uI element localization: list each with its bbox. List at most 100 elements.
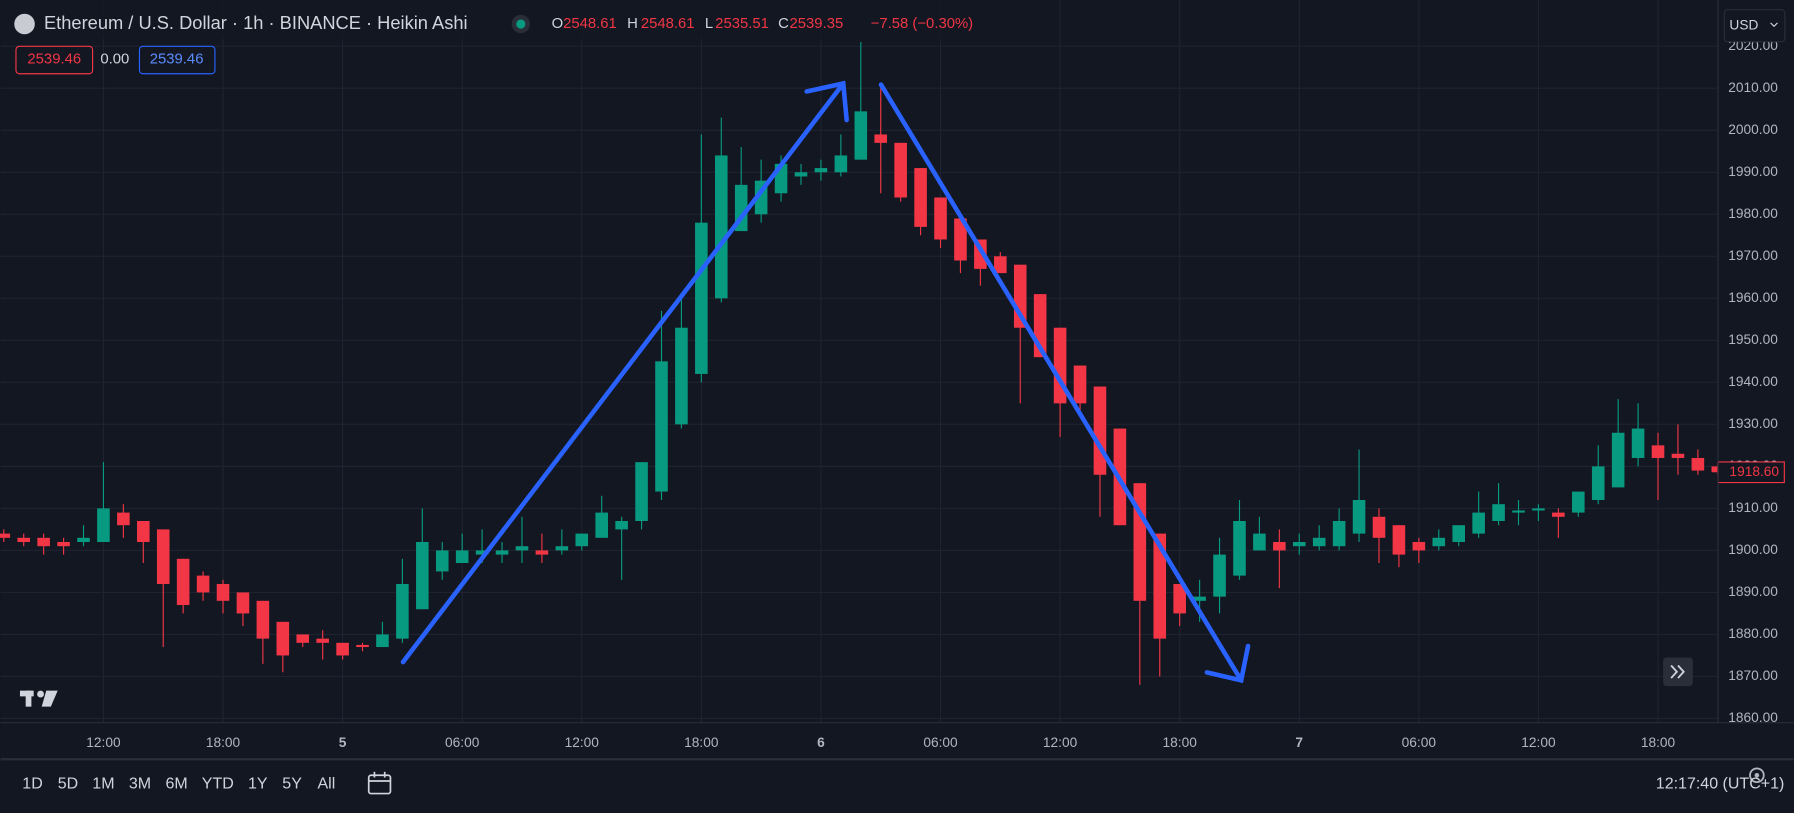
y-tick-label: 1900.00 xyxy=(1728,542,1778,557)
candle-body xyxy=(296,634,310,643)
y-tick-label: 1960.00 xyxy=(1728,290,1778,305)
y-tick-label: 1860.00 xyxy=(1728,710,1778,725)
candle-body xyxy=(97,508,110,542)
scroll-icon xyxy=(1677,664,1685,679)
candle-body xyxy=(515,546,529,551)
plot-area xyxy=(0,0,1725,723)
y-tick-label: 1880.00 xyxy=(1728,626,1778,641)
x-tick-label: 06:00 xyxy=(923,735,958,750)
currency-button[interactable] xyxy=(1723,9,1786,43)
y-tick-label: 1940.00 xyxy=(1728,374,1778,389)
candle-body xyxy=(416,542,429,610)
candle-body xyxy=(1273,542,1286,551)
settings-icon[interactable] xyxy=(1749,767,1765,784)
candle-body xyxy=(1193,596,1206,601)
candle-body xyxy=(1532,508,1545,511)
y-tick-label: 1950.00 xyxy=(1728,332,1778,347)
y-tick-label: 1930.00 xyxy=(1728,416,1778,431)
candle-body xyxy=(1552,512,1565,517)
x-tick-label: 18:00 xyxy=(1163,735,1198,750)
bid-price: 2539.46 xyxy=(27,51,81,67)
ohlc-value: 2535.51 xyxy=(715,16,769,32)
y-tick-label: 1980.00 xyxy=(1728,206,1778,221)
candle-body xyxy=(17,537,31,542)
candle-body xyxy=(954,218,967,261)
y-tick-label: 2000.00 xyxy=(1728,122,1778,137)
candle-body xyxy=(814,168,828,173)
x-tick-label: 12:00 xyxy=(86,735,121,750)
settings-icon-dot xyxy=(1754,772,1760,778)
candle-body xyxy=(356,644,369,648)
candle-body xyxy=(1412,542,1426,551)
candle-body xyxy=(894,142,907,198)
x-tick-label: 06:00 xyxy=(445,735,480,750)
range-button[interactable]: 1D xyxy=(22,776,42,793)
clock[interactable]: 12:17:40 (UTC+1) xyxy=(1656,776,1785,793)
range-button[interactable]: YTD xyxy=(202,776,234,793)
candle-body xyxy=(595,512,608,538)
range-button[interactable]: All xyxy=(318,776,336,793)
x-tick-label: 18:00 xyxy=(684,735,719,750)
ask-badge[interactable] xyxy=(138,45,216,75)
candle-body xyxy=(276,621,290,656)
candle-body xyxy=(1093,386,1107,475)
ohlc-key: H xyxy=(627,16,638,32)
range-button[interactable]: 3M xyxy=(129,776,151,793)
x-tick-label: 18:00 xyxy=(206,735,241,750)
candle-body xyxy=(376,634,389,648)
bid-badge[interactable] xyxy=(15,45,94,75)
candle-body xyxy=(256,600,270,639)
x-tick-label: 12:00 xyxy=(1521,735,1556,750)
candle-body xyxy=(535,550,549,555)
candle-body xyxy=(316,638,329,643)
x-tick-label: 7 xyxy=(1295,735,1303,750)
candle-body xyxy=(435,550,449,572)
candle-body xyxy=(1292,542,1306,547)
last-price-label: 1918.60 xyxy=(1729,464,1779,479)
candle-body xyxy=(695,222,708,374)
ohlc-key: O xyxy=(552,16,564,32)
up-arrow xyxy=(400,81,846,665)
candle-body xyxy=(176,558,190,606)
candle-body xyxy=(1233,520,1246,576)
range-button[interactable]: 1M xyxy=(92,776,114,793)
candle-body xyxy=(196,575,210,593)
symbol-title[interactable]: Ethereum / U.S. Dollar · 1h · BINANCE · … xyxy=(44,12,468,33)
candle-body xyxy=(635,462,648,521)
x-tick-label: 06:00 xyxy=(1402,735,1437,750)
range-buttons: 1D 5D 1M 3M 6M YTD 1Y 5Y All xyxy=(22,776,335,793)
candle-body xyxy=(1372,516,1386,538)
candle-body xyxy=(675,327,688,425)
calendar-icon[interactable] xyxy=(367,771,392,795)
candle-body xyxy=(396,584,409,639)
candle-body xyxy=(1352,499,1366,534)
range-button[interactable]: 1Y xyxy=(248,776,268,793)
candle-body xyxy=(137,520,150,542)
candle-body xyxy=(615,520,628,530)
range-button[interactable]: 6M xyxy=(166,776,188,793)
spread: 0.00 xyxy=(100,51,129,67)
candle-body xyxy=(1452,525,1466,542)
candle-body xyxy=(1312,537,1326,547)
scroll-icon xyxy=(1670,664,1679,679)
range-button[interactable]: 5Y xyxy=(282,776,302,793)
candle-body xyxy=(1671,453,1685,458)
change: −7.58 (−0.30%) xyxy=(871,16,973,32)
candle-body xyxy=(37,537,50,547)
y-tick-label: 1890.00 xyxy=(1728,584,1778,599)
candle-body xyxy=(1392,525,1406,555)
down-arrow xyxy=(878,82,1244,683)
candle-body xyxy=(1611,432,1625,488)
y-tick-label: 1990.00 xyxy=(1728,164,1778,179)
candle-body xyxy=(1213,554,1226,597)
candle-body xyxy=(575,533,589,547)
candle-body xyxy=(0,533,11,538)
candle-body xyxy=(934,197,947,240)
symbol-icon[interactable] xyxy=(14,13,35,35)
currency-caret xyxy=(1770,22,1778,28)
candle-body xyxy=(914,168,927,227)
range-button[interactable]: 5D xyxy=(58,776,78,793)
candle-body xyxy=(1133,483,1147,601)
